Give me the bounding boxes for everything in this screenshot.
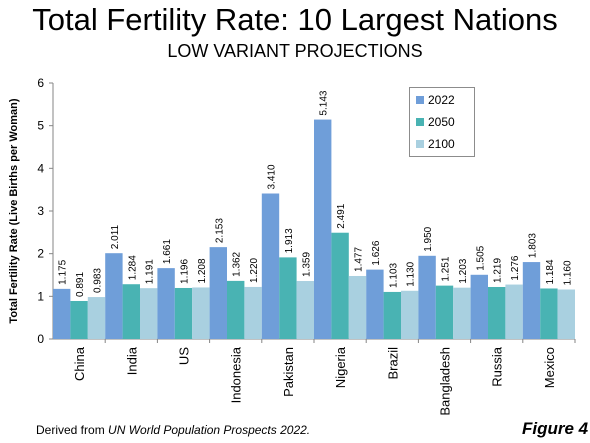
bar-2022 bbox=[314, 119, 332, 339]
data-label: 2.153 bbox=[214, 218, 225, 243]
bar-2022 bbox=[53, 288, 71, 339]
data-label: 5.143 bbox=[319, 90, 330, 115]
legend-label-2100: 2100 bbox=[428, 137, 455, 151]
data-label: 1.191 bbox=[145, 259, 156, 284]
bar-2100 bbox=[140, 288, 158, 339]
y-tick-label: 4 bbox=[37, 161, 44, 175]
bar-2100 bbox=[401, 290, 419, 339]
data-label: 1.196 bbox=[180, 259, 191, 284]
data-label: 1.208 bbox=[197, 258, 208, 283]
bar-2050 bbox=[227, 280, 245, 339]
x-tick-label: US bbox=[177, 347, 192, 365]
y-tick-label: 2 bbox=[37, 247, 44, 261]
bar-2050 bbox=[122, 284, 140, 339]
bar-2022 bbox=[470, 274, 488, 339]
legend-swatch-2022 bbox=[416, 96, 424, 104]
x-tick-label: Nigeria bbox=[333, 346, 348, 388]
bar-2100 bbox=[244, 286, 262, 339]
data-label: 1.184 bbox=[545, 259, 556, 284]
data-label: 1.362 bbox=[232, 251, 243, 276]
chart-subtitle: LOW VARIANT PROJECTIONS bbox=[167, 41, 423, 61]
data-label: 1.103 bbox=[388, 262, 399, 287]
data-label: 1.175 bbox=[58, 259, 69, 284]
x-tick-label: Indonesia bbox=[229, 346, 244, 403]
x-tick-label: Mexico bbox=[542, 347, 557, 388]
data-label: 1.276 bbox=[510, 255, 521, 280]
bar-2100 bbox=[348, 275, 367, 339]
x-tick-label: India bbox=[124, 346, 139, 375]
data-label: 1.251 bbox=[441, 256, 452, 281]
y-tick-label: 3 bbox=[37, 204, 44, 218]
legend-label-2050: 2050 bbox=[428, 115, 455, 129]
legend-swatch-2050 bbox=[416, 118, 424, 126]
data-label: 1.661 bbox=[162, 239, 173, 264]
data-label: 1.950 bbox=[423, 226, 434, 251]
data-label: 1.284 bbox=[127, 255, 138, 280]
bar-2050 bbox=[331, 232, 349, 339]
data-label: 1.803 bbox=[528, 233, 539, 258]
source-note: Derived from UN World Population Prospec… bbox=[36, 423, 310, 437]
bar-2100 bbox=[453, 287, 471, 339]
data-label: 1.359 bbox=[301, 252, 312, 277]
x-tick-label: Bangladesh bbox=[438, 347, 453, 416]
x-tick-label: Russia bbox=[490, 346, 505, 387]
bar-2100 bbox=[505, 284, 523, 339]
bar-2100 bbox=[192, 287, 210, 339]
bar-2022 bbox=[366, 269, 384, 339]
data-label: 1.219 bbox=[493, 258, 504, 283]
x-tick-label: China bbox=[72, 346, 87, 381]
bar-2022 bbox=[418, 255, 436, 339]
y-tick-label: 1 bbox=[37, 289, 44, 303]
x-tick-label: Pakistan bbox=[281, 347, 296, 397]
data-label: 1.130 bbox=[406, 261, 417, 286]
bar-2050 bbox=[70, 300, 88, 339]
data-label: 1.203 bbox=[458, 258, 469, 283]
y-tick-label: 0 bbox=[37, 332, 44, 346]
data-label: 0.891 bbox=[75, 272, 86, 297]
data-label: 2.011 bbox=[110, 224, 121, 249]
bar-2050 bbox=[488, 286, 506, 339]
bar-2050 bbox=[435, 285, 454, 339]
figure-label: Figure 4 bbox=[522, 419, 589, 438]
bar-2022 bbox=[105, 253, 123, 339]
data-label: 1.220 bbox=[249, 257, 260, 282]
source-prefix: Derived from bbox=[36, 423, 109, 437]
bar-2100 bbox=[87, 297, 106, 339]
bar-2050 bbox=[279, 257, 297, 339]
data-label: 1.626 bbox=[371, 240, 382, 265]
bar-2022 bbox=[261, 193, 280, 339]
bar-2100 bbox=[296, 281, 314, 339]
y-tick-label: 5 bbox=[37, 119, 44, 133]
bar-2100 bbox=[557, 289, 575, 339]
x-tick-label: Brazil bbox=[385, 347, 400, 380]
legend-swatch-2100 bbox=[416, 140, 424, 148]
bar-2050 bbox=[540, 288, 558, 339]
source-title: UN World Population Prospects 2022. bbox=[108, 423, 311, 437]
y-axis-label: Total Fertility Rate (Live Births per Wo… bbox=[8, 98, 20, 323]
data-label: 2.491 bbox=[336, 203, 347, 228]
data-label: 1.913 bbox=[284, 228, 295, 253]
chart-title: Total Fertility Rate: 10 Largest Nations bbox=[32, 2, 558, 37]
bar-2022 bbox=[157, 268, 175, 339]
bar-2022 bbox=[522, 262, 541, 339]
bar-2050 bbox=[174, 287, 193, 339]
data-label: 1.477 bbox=[354, 247, 365, 272]
data-label: 1.505 bbox=[475, 245, 486, 270]
y-tick-label: 6 bbox=[37, 76, 44, 90]
bar-2050 bbox=[383, 291, 401, 339]
data-label: 0.983 bbox=[93, 268, 104, 293]
chart-legend: 2022 2050 2100 bbox=[409, 87, 475, 157]
data-label: 3.410 bbox=[267, 164, 278, 189]
legend-label-2022: 2022 bbox=[428, 93, 455, 107]
bar-2022 bbox=[209, 247, 227, 339]
data-label: 1.160 bbox=[562, 260, 573, 285]
